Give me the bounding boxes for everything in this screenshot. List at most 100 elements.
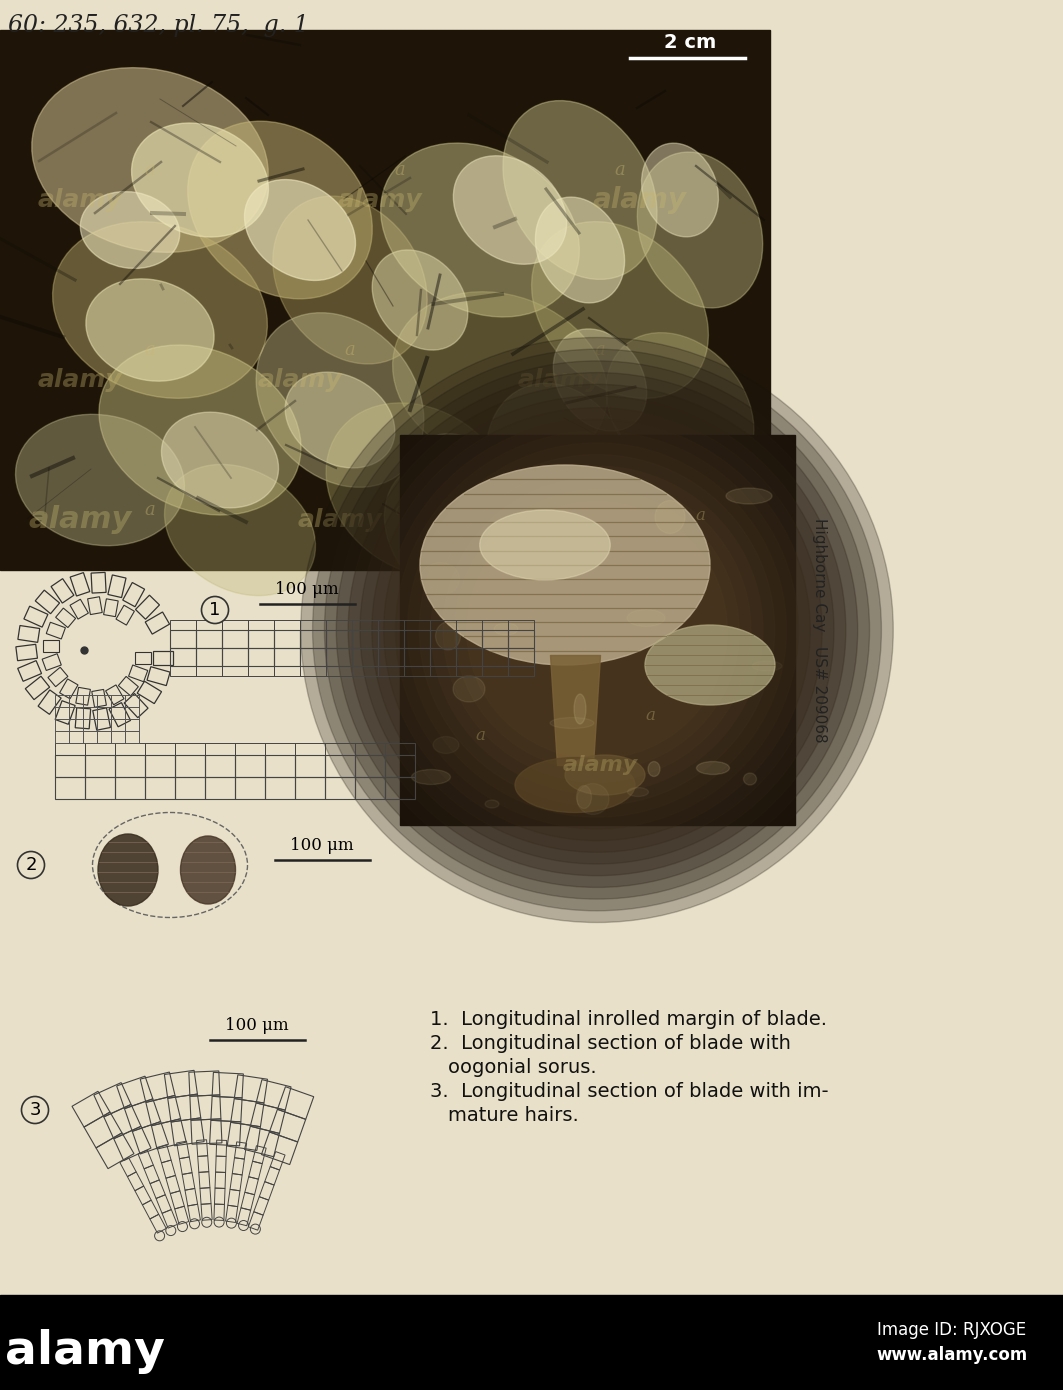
Bar xyxy=(120,1158,136,1176)
Ellipse shape xyxy=(421,563,459,595)
Bar xyxy=(456,630,482,648)
Bar xyxy=(296,755,325,777)
Bar xyxy=(216,1140,226,1156)
Bar xyxy=(250,1102,285,1133)
Bar xyxy=(456,620,482,630)
Text: a: a xyxy=(614,161,625,179)
Text: mature hairs.: mature hairs. xyxy=(448,1106,578,1125)
Ellipse shape xyxy=(98,834,158,906)
Bar xyxy=(355,744,385,755)
Bar xyxy=(105,685,124,705)
Bar xyxy=(97,719,111,731)
Text: alamy: alamy xyxy=(298,507,383,532)
Bar xyxy=(191,1119,222,1144)
Bar xyxy=(235,744,265,755)
Ellipse shape xyxy=(485,801,499,808)
Ellipse shape xyxy=(455,489,739,770)
Bar xyxy=(214,1204,224,1220)
Bar xyxy=(170,620,196,630)
Bar xyxy=(157,1145,171,1163)
Ellipse shape xyxy=(574,694,586,724)
Bar xyxy=(51,578,74,603)
Ellipse shape xyxy=(576,785,591,809)
Bar xyxy=(122,582,145,607)
Ellipse shape xyxy=(81,192,180,268)
Bar xyxy=(378,666,404,676)
Bar xyxy=(43,653,62,670)
Ellipse shape xyxy=(420,466,710,664)
Bar xyxy=(125,731,139,744)
Bar xyxy=(125,708,139,719)
Ellipse shape xyxy=(433,737,459,753)
Text: a: a xyxy=(594,341,605,359)
Bar xyxy=(400,435,795,826)
Bar xyxy=(174,1207,189,1225)
Text: 2.  Longitudinal section of blade with: 2. Longitudinal section of blade with xyxy=(431,1034,791,1054)
Bar xyxy=(265,744,296,755)
Ellipse shape xyxy=(360,396,834,865)
Ellipse shape xyxy=(285,373,394,468)
Bar xyxy=(326,630,352,648)
Bar xyxy=(222,630,248,648)
Bar xyxy=(70,599,88,619)
Bar xyxy=(166,1176,180,1194)
Bar xyxy=(222,648,248,666)
Bar xyxy=(508,620,534,630)
Ellipse shape xyxy=(372,407,822,852)
Ellipse shape xyxy=(432,466,763,794)
Bar xyxy=(108,575,126,598)
Bar xyxy=(129,664,148,681)
Bar xyxy=(431,620,456,630)
Bar xyxy=(225,1205,238,1222)
Text: 1: 1 xyxy=(209,600,221,619)
Ellipse shape xyxy=(489,521,519,546)
Bar xyxy=(325,755,355,777)
Text: 2: 2 xyxy=(26,856,37,874)
Text: a: a xyxy=(695,506,705,524)
Bar xyxy=(182,1173,195,1190)
Bar xyxy=(385,755,415,777)
Bar xyxy=(55,731,69,744)
Bar xyxy=(244,1177,258,1194)
Bar xyxy=(118,677,138,696)
Bar xyxy=(125,719,139,731)
Ellipse shape xyxy=(244,179,355,281)
Bar xyxy=(222,666,248,676)
Bar xyxy=(83,731,97,744)
Text: 100 μm: 100 μm xyxy=(290,837,354,853)
Bar xyxy=(146,612,170,634)
Ellipse shape xyxy=(536,197,625,303)
Bar xyxy=(216,1156,226,1172)
Bar xyxy=(69,731,83,744)
Bar xyxy=(352,648,378,666)
Bar xyxy=(200,1187,212,1204)
Text: Image ID: RJXOGE: Image ID: RJXOGE xyxy=(877,1320,1027,1339)
Ellipse shape xyxy=(696,762,729,774)
Bar xyxy=(137,681,162,703)
Bar xyxy=(215,1172,225,1188)
Bar xyxy=(111,719,125,731)
Ellipse shape xyxy=(627,788,648,796)
Bar xyxy=(75,708,90,728)
Bar xyxy=(259,1182,274,1200)
Bar xyxy=(132,1122,168,1154)
Bar xyxy=(196,666,222,676)
Bar xyxy=(145,777,175,799)
Bar xyxy=(85,755,115,777)
Bar xyxy=(171,1118,204,1145)
Bar xyxy=(170,666,196,676)
Bar xyxy=(75,687,90,705)
Bar xyxy=(87,596,102,614)
Text: a: a xyxy=(645,706,655,724)
Bar xyxy=(83,719,97,731)
Bar xyxy=(213,1072,243,1098)
Bar xyxy=(125,695,139,708)
Bar xyxy=(55,708,69,719)
Bar xyxy=(261,1131,298,1165)
Bar xyxy=(35,591,60,614)
Ellipse shape xyxy=(181,835,236,904)
Bar xyxy=(97,695,111,708)
Bar xyxy=(404,630,431,648)
Bar xyxy=(385,744,415,755)
Ellipse shape xyxy=(349,384,846,876)
